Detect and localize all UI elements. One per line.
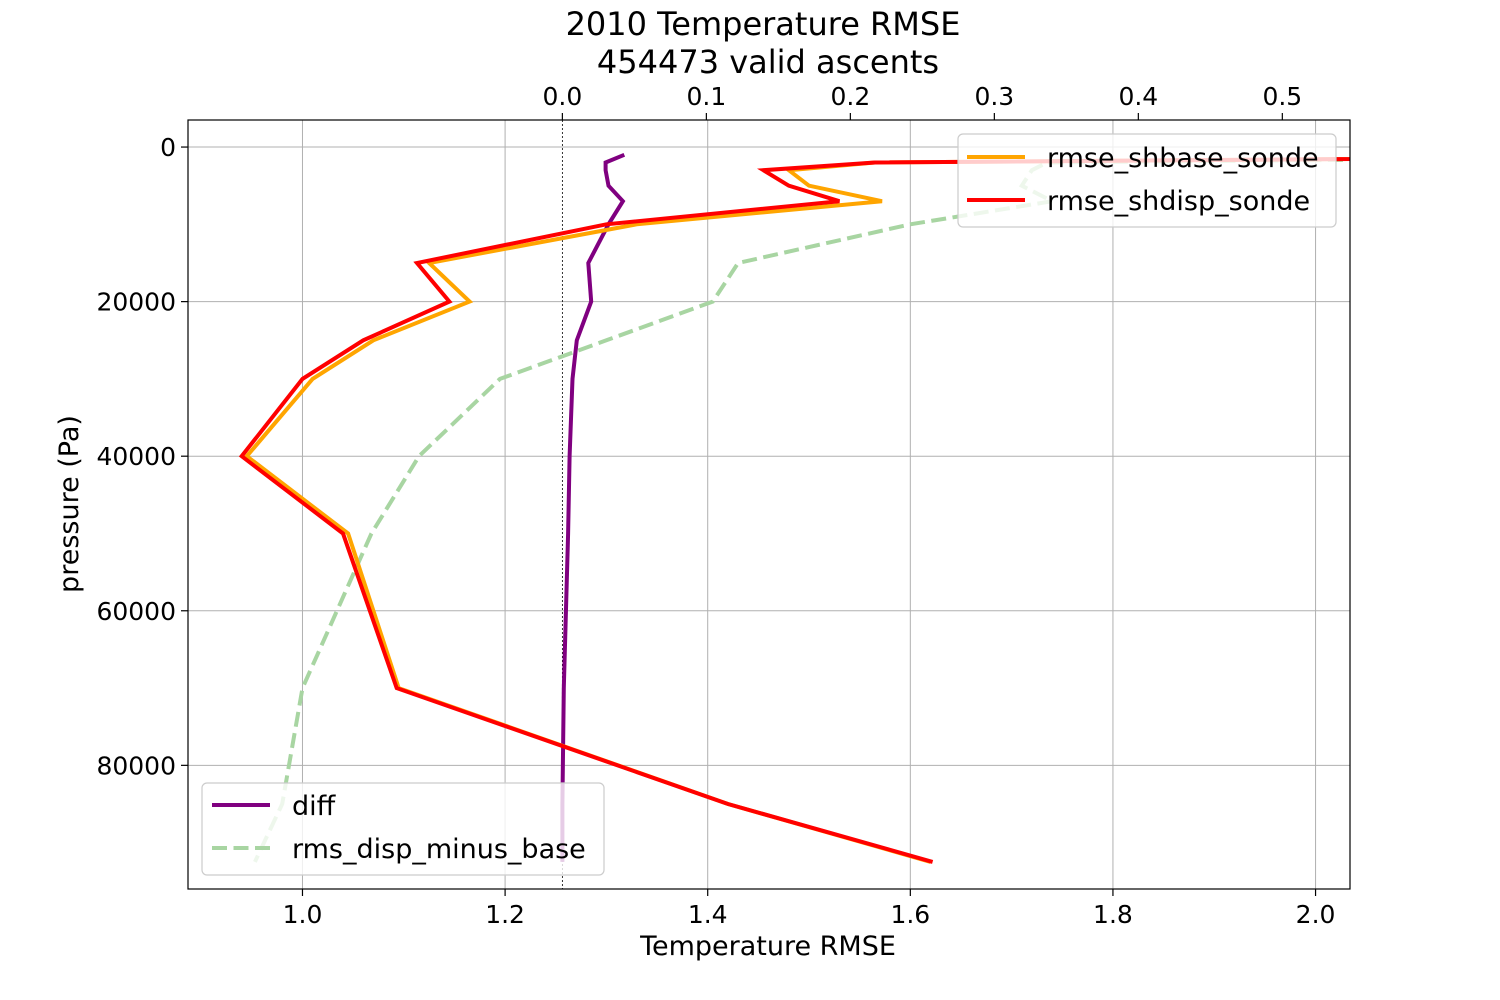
x-bottom-tick-label: 1.8 (1093, 900, 1133, 929)
y-tick-label: 20000 (96, 288, 176, 317)
x-bottom-tick-label: 1.6 (890, 900, 930, 929)
x-top-tick-label: 0.0 (542, 82, 582, 111)
y-tick-label: 60000 (96, 597, 176, 626)
chart-title-line2: 454473 valid ascents (597, 43, 939, 81)
legend-box (957, 133, 1337, 228)
y-axis-label: pressure (Pa) (54, 415, 85, 593)
legend-top-right: rmse_shbase_sonde rmse_shdisp_sonde (957, 133, 1337, 228)
x-bottom-tick-label: 2.0 (1296, 900, 1336, 929)
axes: 1.0 1.2 1.4 1.6 1.8 2.0 0.0 0.1 0.2 0.3 0.4 0.5 0 200… (96, 82, 1335, 929)
series-line-rmse-shbase-sonde (243, 157, 1350, 864)
x-bottom-tick-label: 1.0 (283, 900, 323, 929)
y-tick-label: 40000 (96, 442, 176, 471)
legend-label: rms_disp_minus_base (292, 834, 586, 865)
x-bottom-tick-label: 1.4 (688, 900, 728, 929)
x-axis-label: Temperature RMSE (639, 931, 896, 962)
x-top-tick-label: 0.5 (1262, 82, 1302, 111)
series-line-rmse-shdisp-sonde (238, 157, 1350, 864)
x-top-tick-label: 0.3 (974, 82, 1014, 111)
y-tick-label: 80000 (96, 751, 176, 780)
legend-bottom-left: diff rms_disp_minus_base (201, 782, 605, 876)
x-top-tick-label: 0.4 (1118, 82, 1158, 111)
legend-label: rmse_shdisp_sonde (1047, 186, 1310, 217)
legend-label: diff (292, 791, 337, 822)
y-tick-label: 0 (160, 133, 176, 162)
series-line-rms-disp-minus-base (253, 157, 1350, 863)
legend-box (201, 782, 605, 876)
x-bottom-tick-label: 1.2 (485, 900, 525, 929)
legend-label: rmse_shbase_sonde (1047, 143, 1319, 174)
series-lines (238, 152, 1350, 864)
grid (188, 120, 1350, 889)
x-top-tick-label: 0.1 (686, 82, 726, 111)
chart-title-line1: 2010 Temperature RMSE (566, 5, 961, 43)
plot-frame (187, 119, 1351, 890)
x-top-tick-label: 0.2 (830, 82, 870, 111)
series-line-diff (560, 152, 626, 862)
